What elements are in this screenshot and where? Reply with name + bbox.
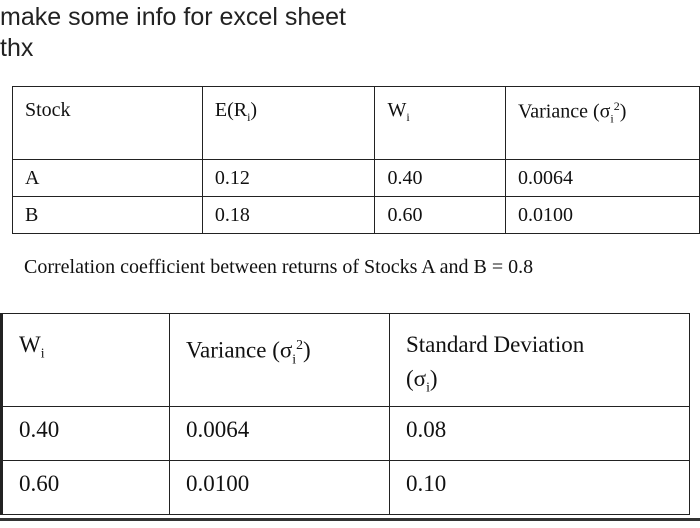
cell-weight: 0.60	[0, 460, 170, 515]
header-weight: Wi	[374, 86, 506, 160]
bottom-divider	[0, 518, 700, 521]
cell-variance: 0.0064	[169, 406, 390, 461]
cell-variance: 0.0100	[505, 196, 700, 234]
table-header-row: Stock E(Ri) Wi Variance (σi2)	[12, 86, 700, 160]
cell-variance: 0.0100	[169, 460, 390, 515]
cell-expected-return: 0.12	[201, 159, 376, 197]
table-row: A 0.12 0.40 0.0064	[12, 159, 700, 197]
cell-weight: 0.40	[374, 159, 506, 197]
cell-weight: 0.60	[374, 196, 506, 234]
cell-stock: A	[12, 159, 203, 197]
cell-stock: B	[12, 196, 203, 234]
cell-variance: 0.0064	[505, 159, 700, 197]
header-variance: Variance (σi2)	[505, 86, 700, 160]
cell-expected-return: 0.18	[201, 196, 376, 234]
stock-table: Stock E(Ri) Wi Variance (σi2) A 0.12 0.4…	[12, 86, 700, 234]
header-standard-deviation: Standard Deviation (σi)	[389, 313, 690, 407]
header-variance: Variance (σi2)	[169, 313, 390, 407]
question-text: make some info for excel sheet thx	[0, 2, 346, 64]
cell-standard-deviation: 0.10	[389, 460, 690, 515]
weight-variance-table: Wi Variance (σi2) Standard Deviation (σi)…	[0, 313, 690, 515]
table-header-row: Wi Variance (σi2) Standard Deviation (σi)	[0, 313, 690, 407]
table-row: 0.40 0.0064 0.08	[0, 406, 690, 461]
table-row: 0.60 0.0100 0.10	[0, 460, 690, 515]
header-weight: Wi	[0, 313, 170, 407]
question-line-2: thx	[0, 34, 34, 62]
cell-weight: 0.40	[0, 406, 170, 461]
cell-standard-deviation: 0.08	[389, 406, 690, 461]
correlation-note: Correlation coefficient between returns …	[24, 256, 534, 278]
header-stock: Stock	[12, 86, 203, 160]
header-expected-return: E(Ri)	[201, 86, 376, 160]
table-row: B 0.18 0.60 0.0100	[12, 196, 700, 234]
question-line-1: make some info for excel sheet	[0, 3, 346, 31]
